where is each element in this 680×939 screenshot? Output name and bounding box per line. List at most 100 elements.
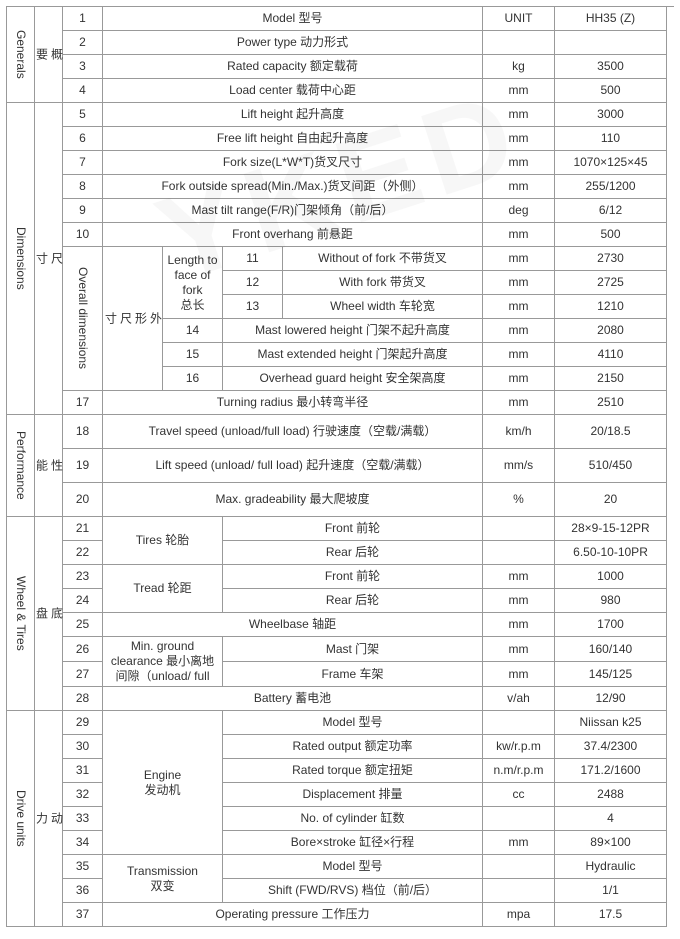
row-label: Model 型号 (103, 7, 483, 31)
row-no: 37 (63, 903, 103, 927)
row-val: 1210 (555, 295, 667, 319)
section-drive-cn: 动 力 (35, 711, 63, 927)
row-no: 19 (63, 449, 103, 483)
row-no: 9 (63, 199, 103, 223)
row-val: 6/12 (555, 199, 667, 223)
row-unit (483, 855, 555, 879)
row-val: 20/18.5 (555, 415, 667, 449)
section-dimensions-en: Dimensions (7, 103, 35, 415)
row-label: With fork 带货叉 (283, 271, 483, 295)
row-label: Frame 车架 (223, 662, 483, 687)
row-no: 5 (63, 103, 103, 127)
row-no: 20 (63, 483, 103, 517)
row-val: 2730 (555, 247, 667, 271)
row-val: 160/140 (555, 637, 667, 662)
row-no: 27 (63, 662, 103, 687)
row-unit: mm (483, 343, 555, 367)
row-label: Mast 门架 (223, 637, 483, 662)
row-label: No. of cylinder 缸数 (223, 807, 483, 831)
section-generals-cn: 概 要 (35, 7, 63, 103)
row-val: 2725 (555, 271, 667, 295)
row-label: Mast extended height 门架起升高度 (223, 343, 483, 367)
row-unit: mm (483, 247, 555, 271)
overall-sub: Length to face of fork 总长 (163, 247, 223, 319)
row-label: Travel speed (unload/full load) 行驶速度（空载/… (103, 415, 483, 449)
row-label: Mast lowered height 门架不起升高度 (223, 319, 483, 343)
group-engine: Engine 发动机 (103, 711, 223, 855)
row-no: 7 (63, 151, 103, 175)
row-val: 20 (555, 483, 667, 517)
row-unit: n.m/r.p.m (483, 759, 555, 783)
row-label: Operating pressure 工作压力 (103, 903, 483, 927)
row-label: Front 前轮 (223, 565, 483, 589)
row-label: Wheelbase 轴距 (103, 613, 483, 637)
row-label: Wheel width 车轮宽 (283, 295, 483, 319)
row-unit: mm (483, 271, 555, 295)
row-label: Without of fork 不带货叉 (283, 247, 483, 271)
row-unit: kw/r.p.m (483, 735, 555, 759)
row-unit: mm (483, 589, 555, 613)
row-val: 110 (555, 127, 667, 151)
row-label: Fork size(L*W*T)货叉尺寸 (103, 151, 483, 175)
row-val: 980 (555, 589, 667, 613)
section-performance-cn: 性 能 (35, 415, 63, 517)
section-generals-en: Generals (7, 7, 35, 103)
row-val: 255/1200 (555, 175, 667, 199)
row-no: 25 (63, 613, 103, 637)
row-unit: mm (483, 175, 555, 199)
row-no: 1 (63, 7, 103, 31)
row-label: Overhead guard height 安全架高度 (223, 367, 483, 391)
row-no: 12 (223, 271, 283, 295)
row-unit: mm (483, 367, 555, 391)
section-dimensions-cn: 尺 寸 (35, 103, 63, 415)
row-no: 14 (163, 319, 223, 343)
row-no: 18 (63, 415, 103, 449)
row-unit: mm (483, 295, 555, 319)
row-no: 21 (63, 517, 103, 541)
row-unit: mm (483, 391, 555, 415)
row-label: Free lift height 自由起升高度 (103, 127, 483, 151)
row-unit: mm (483, 127, 555, 151)
row-no: 31 (63, 759, 103, 783)
row-unit: mm (483, 103, 555, 127)
row-no: 13 (223, 295, 283, 319)
section-drive-en: Drive units (7, 711, 35, 927)
row-label: Front 前轮 (223, 517, 483, 541)
row-val: 17.5 (555, 903, 667, 927)
row-label: Rear 后轮 (223, 589, 483, 613)
row-val: 3500 (555, 55, 667, 79)
row-unit: cc (483, 783, 555, 807)
header-unit: UNIT (483, 7, 555, 31)
row-label: Model 型号 (223, 855, 483, 879)
row-val: 1070×125×45 (555, 151, 667, 175)
row-label: Rear 后轮 (223, 541, 483, 565)
row-unit: mm (483, 565, 555, 589)
row-val: 37.4/2300 (555, 735, 667, 759)
row-unit (483, 807, 555, 831)
row-val: 1700 (555, 613, 667, 637)
row-val: 145/125 (555, 662, 667, 687)
row-label: Fork outside spread(Min./Max.)货叉间距（外侧） (103, 175, 483, 199)
row-unit: mpa (483, 903, 555, 927)
row-no: 33 (63, 807, 103, 831)
row-no: 15 (163, 343, 223, 367)
row-unit: km/h (483, 415, 555, 449)
row-val (555, 31, 667, 55)
row-no: 4 (63, 79, 103, 103)
header-model: HH35 (Z) (555, 7, 667, 31)
overall-en: Overall dimensions (63, 247, 103, 391)
row-no: 17 (63, 391, 103, 415)
row-unit: mm (483, 151, 555, 175)
row-unit: mm (483, 662, 555, 687)
group-tread: Tread 轮距 (103, 565, 223, 613)
section-performance-en: Performance (7, 415, 35, 517)
row-val: 3000 (555, 103, 667, 127)
row-val: 12/90 (555, 687, 667, 711)
row-unit: v/ah (483, 687, 555, 711)
row-no: 2 (63, 31, 103, 55)
row-label: Load center 载荷中心距 (103, 79, 483, 103)
row-val: 2488 (555, 783, 667, 807)
row-val: 28×9-15-12PR (555, 517, 667, 541)
row-no: 8 (63, 175, 103, 199)
row-no: 34 (63, 831, 103, 855)
